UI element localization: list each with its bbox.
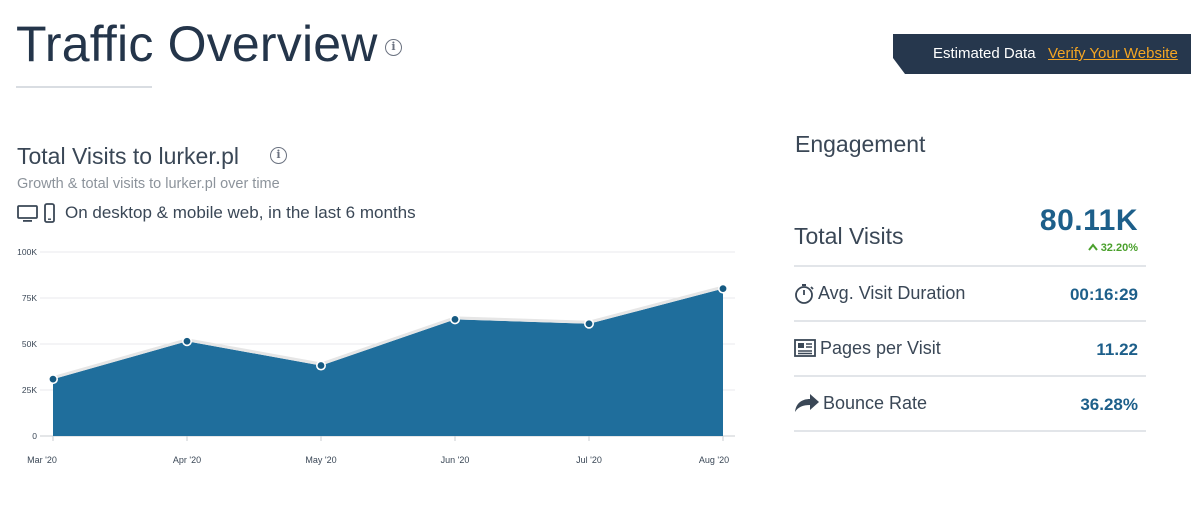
total-visits-change: 32.20%	[1087, 242, 1138, 254]
visits-section-title: Total Visits to lurker.pl	[17, 143, 240, 169]
x-tick-label: Jun '20	[441, 455, 470, 465]
estimated-data-label: Estimated Data	[933, 45, 1036, 62]
total-visits-row	[794, 204, 1146, 267]
y-tick-label: 100K	[17, 247, 37, 257]
avg-visit-duration-label: Avg. Visit Duration	[818, 283, 966, 303]
stopwatch-icon	[794, 283, 816, 310]
engagement-title: Engagement	[795, 131, 926, 157]
title-underline	[16, 86, 152, 88]
x-tick-label: Aug '20	[699, 455, 729, 465]
total-visits-value: 80.11K	[1039, 204, 1138, 237]
data-point	[583, 318, 594, 329]
y-tick-label: 50K	[22, 339, 37, 349]
y-tick-label: 25K	[22, 385, 37, 395]
pages-icon	[794, 339, 816, 364]
x-tick-label: May '20	[305, 455, 336, 465]
visits-section-subtitle: Growth & total visits to lurker.pl over …	[17, 176, 280, 192]
bounce-rate-value: 36.28%	[1080, 395, 1138, 414]
total-visits-label: Total Visits	[794, 223, 904, 249]
visits-line	[52, 285, 724, 380]
avg-visit-duration-value: 00:16:29	[1069, 285, 1138, 304]
info-icon[interactable]: i	[270, 147, 287, 164]
data-point	[47, 374, 58, 385]
metric-row-bounce: Bounce Rate 36.28%	[794, 377, 1146, 432]
visits-area-chart: 0 25K 50K 75K 100K Mar '20 Apr '20 May '20 Jun '…	[17, 247, 735, 465]
y-tick-label: 75K	[22, 293, 37, 303]
info-icon[interactable]: i	[385, 39, 402, 56]
x-tick-label: Jul '20	[576, 455, 602, 465]
x-tick-label: Mar '20	[27, 455, 57, 465]
device-icons	[17, 202, 63, 224]
y-tick-label: 0	[32, 431, 37, 441]
data-point	[182, 336, 193, 347]
mobile-icon	[44, 203, 55, 223]
visits-area	[53, 288, 723, 436]
bounce-arrow-icon	[794, 392, 820, 419]
pages-per-visit-value: 11.22	[1096, 340, 1138, 359]
device-note: On desktop & mobile web, in the last 6 m…	[65, 203, 416, 222]
change-value: 32.20%	[1100, 242, 1138, 254]
data-point	[449, 314, 460, 325]
data-point	[315, 360, 326, 371]
metric-row-pages: Pages per Visit 11.22	[794, 322, 1146, 377]
metric-row-duration: Avg. Visit Duration 00:16:29	[794, 267, 1146, 322]
verify-website-link[interactable]: Verify Your Website	[1048, 45, 1178, 62]
pages-per-visit-label: Pages per Visit	[820, 338, 941, 358]
page-title: Traffic Overview	[16, 16, 378, 72]
desktop-icon	[17, 205, 38, 222]
bounce-rate-label: Bounce Rate	[823, 393, 928, 413]
data-point	[717, 283, 728, 294]
x-tick-label: Apr '20	[173, 455, 201, 465]
estimated-data-banner	[893, 34, 1191, 74]
up-arrow-icon	[1087, 243, 1098, 251]
